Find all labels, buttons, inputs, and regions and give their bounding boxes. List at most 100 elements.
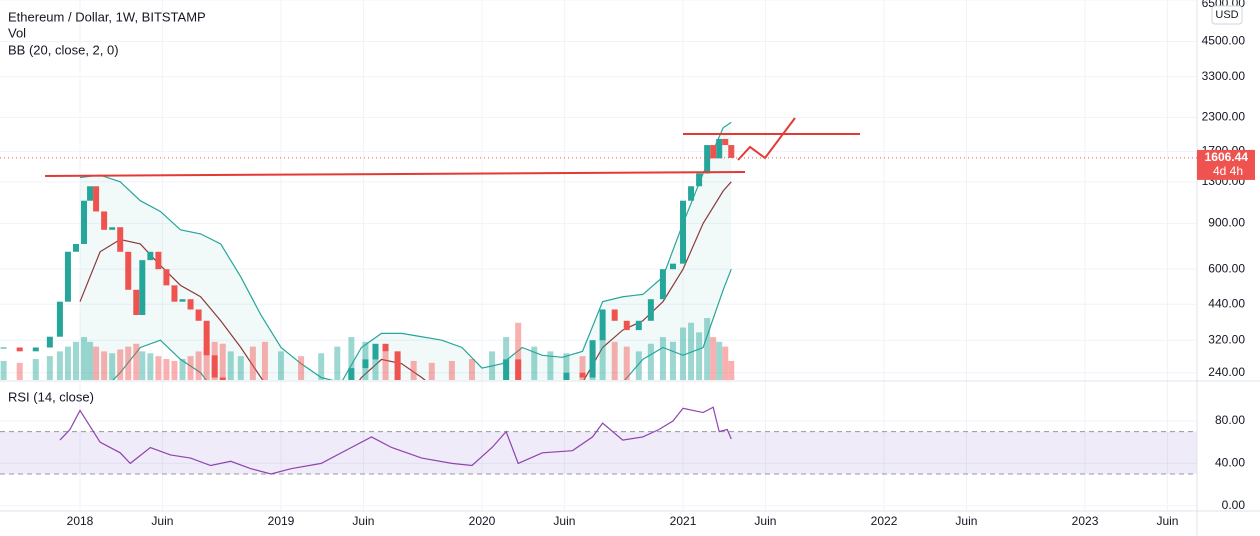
rsi-tick-label: 80.00 — [1215, 413, 1245, 427]
candle — [125, 251, 132, 290]
candle — [394, 351, 401, 380]
x-tick-label: 2023 — [1072, 514, 1099, 528]
volume-bar — [688, 322, 695, 380]
y-tick-label: 900.00 — [1208, 216, 1245, 230]
chart-title: Ethereum / Dollar, 1W, BITSTAMP — [8, 9, 206, 24]
volume-bar — [109, 353, 116, 380]
candle — [688, 186, 695, 201]
volume-bar — [195, 351, 202, 380]
y-tick-label: 600.00 — [1208, 261, 1245, 275]
y-tick-label: 240.00 — [1208, 365, 1245, 379]
volume-bar — [372, 346, 379, 380]
candle — [599, 309, 606, 341]
candle — [0, 347, 7, 349]
x-tick-label: Juin — [955, 514, 977, 528]
candle — [32, 347, 39, 352]
trend-line — [44, 171, 746, 177]
candle — [56, 301, 63, 337]
volume-bar — [139, 351, 146, 380]
rsi-band-fill — [0, 431, 1197, 474]
last-price-label: 1606.44 — [1205, 150, 1249, 164]
y-tick-label: 320.00 — [1208, 332, 1245, 346]
currency-button[interactable] — [1211, 5, 1243, 25]
candle — [515, 359, 522, 380]
candle — [109, 227, 116, 230]
candle — [155, 251, 162, 270]
y-tick-label: 2300.00 — [1202, 110, 1246, 124]
volume-bar — [93, 346, 100, 380]
volume-bar — [410, 360, 417, 380]
candle — [187, 299, 194, 310]
grid — [0, 0, 1197, 511]
volume-bar — [728, 360, 735, 380]
x-tick-label: Juin — [1156, 514, 1178, 528]
candle — [503, 359, 510, 380]
x-tick-label: Juin — [754, 514, 776, 528]
bb-legend: BB (20, close, 2, 0) — [8, 42, 119, 57]
candle — [219, 377, 226, 380]
candle — [710, 145, 717, 159]
volume-bar — [599, 337, 606, 380]
bb-middle — [79, 181, 732, 380]
candle — [16, 347, 23, 352]
volume-bar — [382, 351, 389, 380]
candle — [163, 269, 170, 286]
countdown-label: 4d 4h — [1213, 164, 1243, 178]
volume-bar — [32, 359, 39, 380]
bb-upper — [79, 121, 732, 380]
x-tick-label: Juin — [553, 514, 575, 528]
price-pane — [0, 121, 735, 380]
volume-bar — [249, 346, 256, 380]
volume-bar — [503, 337, 510, 380]
volume-bar — [227, 351, 234, 380]
candle — [635, 320, 642, 331]
volume-bar — [563, 353, 570, 380]
volume-bar — [579, 356, 586, 380]
rsi-tick-label: 0.00 — [1222, 498, 1246, 512]
volume-bar — [219, 343, 226, 380]
candle — [117, 227, 124, 252]
volume-bar — [680, 327, 687, 380]
candle — [623, 320, 630, 331]
x-tick-label: 2020 — [469, 514, 496, 528]
volume-bar — [187, 356, 194, 380]
volume-bar — [334, 346, 341, 380]
volume-bar — [81, 337, 88, 380]
rsi-pane — [0, 406, 1197, 475]
candle — [211, 355, 218, 378]
candle — [46, 336, 53, 348]
currency-label[interactable]: USD — [1215, 9, 1238, 21]
volume-bar — [46, 356, 53, 380]
candle — [382, 343, 389, 352]
volume-bar — [547, 351, 554, 380]
volume-bar — [448, 360, 455, 380]
volume-bar — [171, 360, 178, 380]
last-price-box — [1197, 149, 1255, 180]
volume-bar — [261, 341, 268, 380]
candle — [659, 269, 666, 300]
volume-bar — [203, 346, 210, 380]
candle — [372, 343, 379, 360]
volume-bar — [623, 346, 630, 380]
candle — [133, 289, 140, 315]
volume-bar — [489, 351, 496, 380]
volume-bar — [468, 359, 475, 380]
candle — [728, 145, 735, 158]
volume-bar — [179, 359, 186, 380]
volume-bar — [515, 322, 522, 380]
candle — [579, 372, 586, 378]
candle — [716, 138, 723, 159]
candle — [81, 200, 88, 244]
x-tick-label: 2018 — [67, 514, 94, 528]
volume-bar — [318, 353, 325, 380]
axes: 2018 Juin 2019 Juin 2020 Juin 2021 Juin 2022 Juin… — [67, 0, 1246, 528]
volume-bar — [163, 359, 170, 380]
volume-bar — [72, 341, 79, 380]
x-tick-label: 2021 — [670, 514, 697, 528]
volume-bar — [101, 351, 108, 380]
y-tick-label: 4500.00 — [1202, 34, 1246, 48]
candle — [362, 359, 369, 369]
candle — [139, 260, 146, 315]
volume-bar — [710, 337, 717, 380]
